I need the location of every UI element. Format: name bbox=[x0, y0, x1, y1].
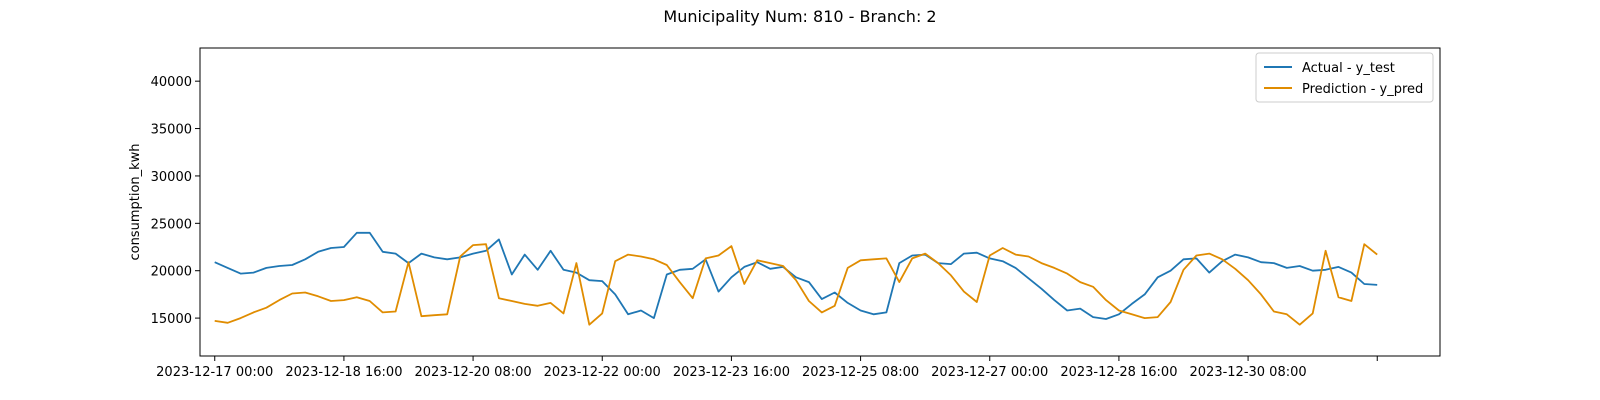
legend-label-actual: Actual - y_test bbox=[1302, 61, 1395, 76]
series-line-prediction bbox=[214, 243, 1378, 326]
x-tick-label: 2023-12-20 08:00 bbox=[415, 365, 532, 380]
x-tick-label: 2023-12-30 08:00 bbox=[1190, 365, 1307, 380]
x-tick-label: 2023-12-27 00:00 bbox=[931, 365, 1048, 380]
plot-frame bbox=[199, 47, 1441, 357]
x-tick-label: 2023-12-23 16:00 bbox=[673, 365, 790, 380]
legend-frame bbox=[1255, 52, 1434, 103]
chart-title: Municipality Num: 810 - Branch: 2 bbox=[663, 7, 936, 26]
y-axis-label: consumption_kwh bbox=[128, 143, 143, 260]
x-axis: 2023-12-17 00:00 2023-12-18 16:00 2023-12-… bbox=[156, 356, 1378, 380]
y-tick-label: 30000 bbox=[151, 170, 192, 185]
x-tick-label: 2023-12-25 08:00 bbox=[802, 365, 919, 380]
y-tick-label: 20000 bbox=[151, 265, 192, 280]
legend: Actual - y_test Prediction - y_pred bbox=[1255, 52, 1434, 103]
legend-label-prediction: Prediction - y_pred bbox=[1302, 82, 1423, 97]
y-tick-label: 40000 bbox=[151, 75, 192, 90]
x-tick-label: 2023-12-17 00:00 bbox=[156, 365, 273, 380]
x-tick-label: 2023-12-18 16:00 bbox=[285, 365, 402, 380]
x-tick-label: 2023-12-22 00:00 bbox=[544, 365, 661, 380]
y-tick-label: 25000 bbox=[151, 217, 192, 232]
series-layer bbox=[214, 231, 1378, 326]
y-tick-label: 35000 bbox=[151, 123, 192, 138]
y-axis: 15000 20000 25000 30000 35000 40000 bbox=[151, 75, 200, 327]
y-tick-label: 15000 bbox=[151, 312, 192, 327]
x-tick-label: 2023-12-28 16:00 bbox=[1060, 365, 1177, 380]
plot-area bbox=[200, 48, 1440, 356]
